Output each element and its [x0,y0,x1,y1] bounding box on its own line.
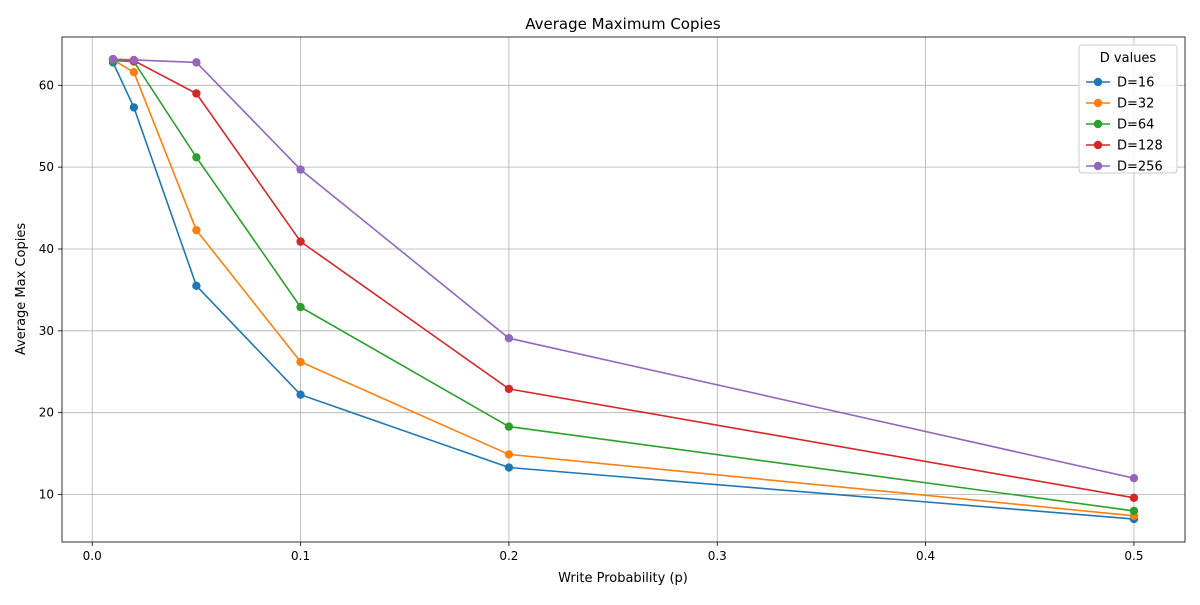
legend-label: D=64 [1117,118,1154,133]
data-point [129,103,139,112]
legend-label: D=128 [1117,139,1163,154]
data-point [192,225,201,235]
y-axis-ticks: 10 20 30 40 50 60 [39,78,62,502]
data-point [129,67,139,77]
legend-swatch-marker [1093,140,1103,150]
legend-swatch-marker [1093,98,1103,108]
y-tick-label: 30 [39,324,54,338]
legend: D values D=16 D=32 D=64 D=128 D=256 [1078,44,1178,175]
series-line [112,58,1135,479]
legend-box [1078,44,1178,174]
y-tick-label: 20 [39,406,54,420]
data-point [296,165,305,174]
series-line [112,58,1135,499]
chart-title: Average Maximum Copies [525,15,721,33]
legend-title: D values [1100,51,1157,66]
series-d-256 [108,54,1139,483]
data-point [1129,493,1139,503]
series-d-64 [108,56,1139,516]
legend-label: D=256 [1117,160,1163,175]
x-tick-label: 0.1 [291,549,310,563]
data-point [129,55,139,65]
y-tick-label: 40 [39,242,54,256]
data-point [192,89,201,98]
data-point [296,390,305,399]
series-d-16 [108,58,1139,524]
x-tick-label: 0.5 [1124,549,1143,563]
legend-label: D=16 [1117,76,1154,91]
data-point [504,463,514,472]
x-tick-label: 0.4 [916,549,935,563]
data-point [296,237,305,246]
x-axis-ticks: 0.0 0.1 0.2 0.3 0.4 0.5 [83,542,1144,563]
y-tick-label: 50 [39,160,54,174]
x-tick-label: 0.3 [708,549,727,563]
plot-area-frame [61,36,1186,543]
legend-items: D=16 D=32 D=64 D=128 D=256 [1086,76,1163,175]
legend-swatch-marker [1093,77,1103,87]
series-group [108,54,1139,524]
series-line [112,59,1135,517]
series-line [112,62,1135,520]
x-tick-label: 0.2 [499,549,518,563]
series-d-128 [108,54,1139,503]
data-point [504,384,514,394]
data-point [1129,506,1139,516]
data-point [504,450,514,459]
data-point [192,281,201,291]
data-point [504,422,514,431]
x-tick-label: 0.0 [83,549,102,563]
data-point [1129,473,1139,483]
data-point [192,153,201,162]
series-d-32 [108,55,1139,521]
data-point [504,333,514,343]
data-point [296,302,305,312]
data-point [296,357,305,367]
data-point [108,54,118,64]
legend-swatch-marker [1093,161,1103,171]
data-point [192,58,201,67]
y-axis-label: Average Max Copies [14,223,29,355]
legend-swatch-marker [1093,119,1103,129]
x-axis-label: Write Probability (p) [558,571,688,586]
legend-label: D=32 [1117,97,1154,112]
y-tick-label: 10 [39,488,54,502]
y-tick-label: 60 [39,78,54,92]
